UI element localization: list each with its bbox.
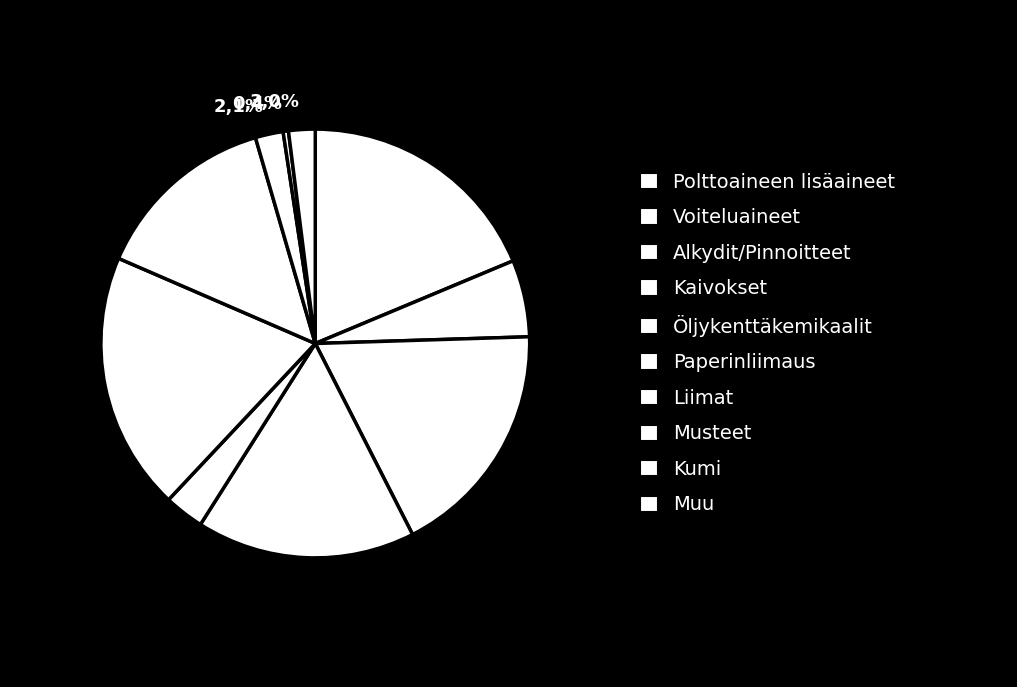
Wedge shape xyxy=(101,258,315,499)
Wedge shape xyxy=(119,137,315,344)
Wedge shape xyxy=(289,129,315,344)
Wedge shape xyxy=(283,131,315,344)
Legend: Polttoaineen lisäaineet, Voiteluaineet, Alkydit/Pinnoitteet, Kaivokset, Öljykent: Polttoaineen lisäaineet, Voiteluaineet, … xyxy=(641,172,895,515)
Wedge shape xyxy=(315,337,530,534)
Wedge shape xyxy=(169,344,315,524)
Wedge shape xyxy=(315,261,530,344)
Text: 2,1%: 2,1% xyxy=(214,98,263,116)
Wedge shape xyxy=(315,129,513,344)
Text: 0,4%: 0,4% xyxy=(232,95,282,113)
Wedge shape xyxy=(255,131,315,344)
Text: 3,0%: 3,0% xyxy=(250,93,300,111)
Wedge shape xyxy=(200,344,413,558)
